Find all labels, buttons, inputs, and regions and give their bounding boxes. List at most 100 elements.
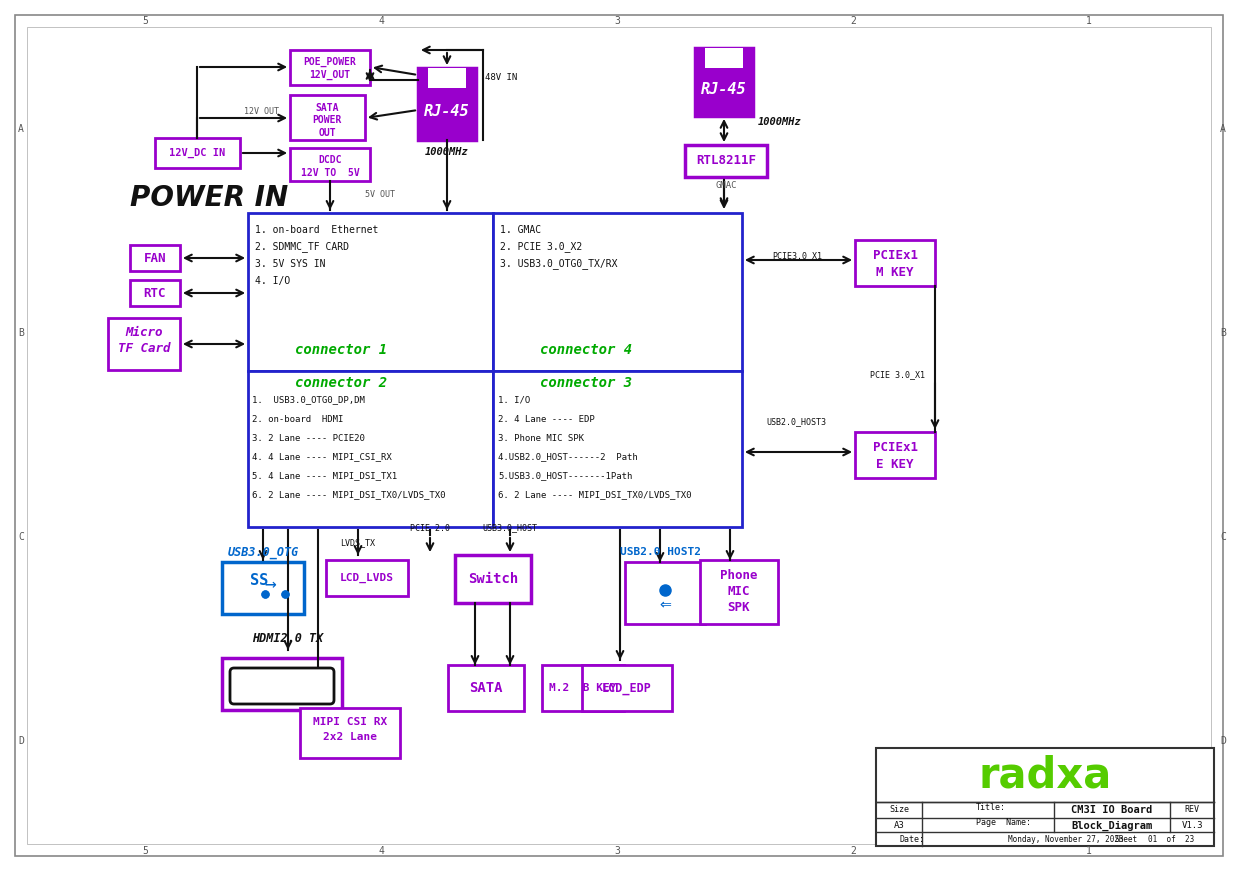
Text: RJ-45: RJ-45 (701, 83, 747, 98)
Bar (108, 318, 180, 370)
Text: Switch: Switch (468, 572, 519, 586)
Text: 2. PCIE 3.0_X2: 2. PCIE 3.0_X2 (500, 241, 582, 253)
Text: Block_Diagram: Block_Diagram (1071, 820, 1153, 831)
Text: POWER IN: POWER IN (130, 184, 288, 212)
Bar (222, 562, 305, 614)
Text: M.2  B KEY: M.2 B KEY (550, 683, 617, 693)
Text: 12V TO  5V: 12V TO 5V (301, 168, 359, 178)
Bar (300, 708, 400, 758)
Bar (456, 555, 531, 603)
Text: 3: 3 (614, 846, 620, 856)
Bar (699, 560, 777, 624)
Text: B: B (19, 328, 24, 338)
Bar (428, 68, 465, 88)
Text: 2. SDMMC_TF CARD: 2. SDMMC_TF CARD (255, 241, 349, 253)
Text: 1. GMAC: 1. GMAC (500, 225, 541, 235)
Text: 1: 1 (1086, 16, 1092, 26)
Text: RJ-45: RJ-45 (425, 105, 469, 119)
Text: D: D (19, 736, 24, 746)
Text: 12V OUT: 12V OUT (244, 107, 280, 117)
Text: 3. USB3.0_OTG0_TX/RX: 3. USB3.0_OTG0_TX/RX (500, 259, 618, 269)
Text: 1000MHz: 1000MHz (758, 117, 802, 127)
Text: 5: 5 (142, 16, 147, 26)
Bar (493, 213, 742, 371)
Text: 5V OUT: 5V OUT (365, 190, 395, 199)
Text: PCIE 3.0_X1: PCIE 3.0_X1 (870, 370, 925, 380)
Text: A: A (1221, 124, 1226, 134)
Text: ━━━━: ━━━━ (267, 679, 297, 692)
Text: Date:: Date: (899, 834, 924, 843)
Text: ⇐: ⇐ (659, 595, 671, 613)
Text: B: B (1221, 328, 1226, 338)
Text: M KEY: M KEY (877, 266, 914, 279)
Text: LCD_EDP: LCD_EDP (602, 681, 652, 694)
Text: →: → (264, 576, 276, 595)
Text: 1. I/O: 1. I/O (498, 395, 530, 404)
Bar (245, 210, 745, 530)
Text: A3: A3 (894, 820, 905, 829)
Bar (704, 48, 743, 68)
Bar (493, 371, 742, 527)
Text: E KEY: E KEY (877, 457, 914, 470)
Text: POWER: POWER (312, 115, 342, 125)
Text: C: C (1221, 532, 1226, 542)
Text: POE_POWER: POE_POWER (303, 57, 357, 67)
Bar (582, 665, 672, 711)
Text: 12V_OUT: 12V_OUT (310, 70, 350, 80)
Bar (625, 562, 704, 624)
Text: 2. 4 Lane ---- EDP: 2. 4 Lane ---- EDP (498, 415, 594, 423)
Text: radxa: radxa (978, 754, 1112, 796)
Text: connector 4: connector 4 (540, 343, 633, 357)
Text: V1.3: V1.3 (1181, 820, 1203, 829)
Text: 2. on-board  HDMI: 2. on-board HDMI (253, 415, 343, 423)
Bar (855, 432, 935, 478)
Text: connector 3: connector 3 (540, 376, 633, 390)
Bar (448, 665, 524, 711)
Bar (290, 50, 370, 85)
Text: D: D (1221, 736, 1226, 746)
Text: PCIE 2.0: PCIE 2.0 (410, 523, 449, 532)
Text: 5: 5 (142, 846, 147, 856)
Text: PCIEx1: PCIEx1 (873, 441, 917, 454)
Text: 4. 4 Lane ---- MIPI_CSI_RX: 4. 4 Lane ---- MIPI_CSI_RX (253, 453, 391, 462)
Text: 2: 2 (851, 16, 855, 26)
Text: PCIEx1: PCIEx1 (873, 248, 917, 261)
Text: connector 1: connector 1 (295, 343, 387, 357)
Text: HDMI2.0 TX: HDMI2.0 TX (253, 631, 323, 645)
Text: SATA: SATA (469, 681, 503, 695)
Bar (290, 148, 370, 181)
Text: 6. 2 Lane ---- MIPI_DSI_TX0/LVDS_TX0: 6. 2 Lane ---- MIPI_DSI_TX0/LVDS_TX0 (498, 490, 692, 499)
Text: LCD_LVDS: LCD_LVDS (340, 573, 394, 583)
Bar (290, 95, 365, 140)
Text: 1: 1 (1086, 846, 1092, 856)
Bar (248, 371, 493, 527)
Bar (130, 245, 180, 271)
Text: CM3I IO Board: CM3I IO Board (1071, 805, 1153, 815)
Text: REV: REV (1185, 805, 1200, 814)
Text: Phone: Phone (721, 569, 758, 582)
Text: Size: Size (889, 805, 909, 814)
Text: PCIE3.0_X1: PCIE3.0_X1 (773, 252, 822, 260)
Text: Micro: Micro (125, 326, 162, 339)
Text: USB2.0_HOST3: USB2.0_HOST3 (766, 417, 826, 427)
Text: 01  of  23: 01 of 23 (1148, 834, 1195, 843)
Text: 3. Phone MIC SPK: 3. Phone MIC SPK (498, 434, 584, 442)
Text: 6. 2 Lane ---- MIPI_DSI_TX0/LVDS_TX0: 6. 2 Lane ---- MIPI_DSI_TX0/LVDS_TX0 (253, 490, 446, 499)
Text: 12V_DC IN: 12V_DC IN (168, 148, 225, 159)
Text: OUT: OUT (318, 128, 335, 138)
Bar (418, 68, 475, 140)
Bar (130, 280, 180, 306)
Bar (248, 213, 493, 371)
Text: Monday, November 27, 2023: Monday, November 27, 2023 (1008, 834, 1124, 843)
Text: GMAC: GMAC (716, 180, 737, 190)
Bar (542, 665, 624, 711)
Text: 48V IN: 48V IN (485, 73, 517, 83)
Bar (155, 138, 240, 168)
Text: LVDS_TX: LVDS_TX (340, 538, 375, 548)
Text: SS: SS (250, 572, 269, 588)
Text: TF Card: TF Card (118, 341, 171, 354)
Text: 1.  USB3.0_OTG0_DP,DM: 1. USB3.0_OTG0_DP,DM (253, 395, 365, 404)
Text: connector 2: connector 2 (295, 376, 387, 390)
Text: A: A (19, 124, 24, 134)
Bar (326, 560, 409, 596)
